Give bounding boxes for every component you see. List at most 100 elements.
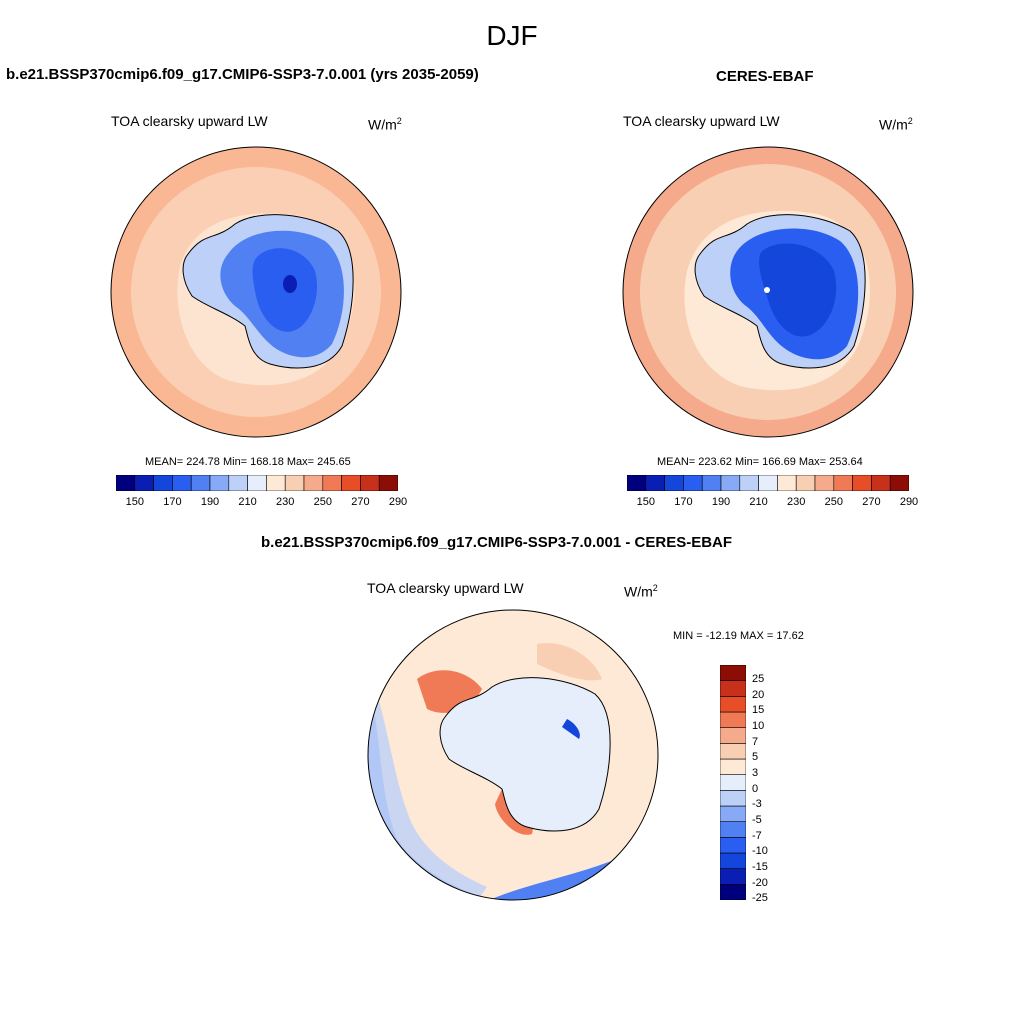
colorbar-tick-label: 230 [787, 496, 806, 508]
colorbar-swatch [852, 475, 872, 491]
colorbar-swatch [645, 475, 665, 491]
colorbar-tick-label: 0 [752, 782, 759, 795]
colorbar-swatch [303, 475, 324, 491]
colorbar-swatch [720, 680, 746, 697]
colorbar-tick-label: -7 [752, 829, 762, 842]
panel-2-colorbar-labels: 150 170 190 210 230 250 270 290 [627, 496, 919, 510]
panel-1-map-border [110, 146, 402, 438]
colorbar-swatch [720, 790, 746, 807]
colorbar-swatch [720, 758, 746, 775]
colorbar-swatch [172, 475, 192, 491]
colorbar-tick-label: -20 [752, 876, 768, 889]
colorbar-tick-label: 190 [711, 496, 731, 508]
colorbar-tick-label: 210 [749, 496, 768, 508]
panel-3-map-border [367, 609, 659, 901]
colorbar-swatch [153, 475, 173, 491]
panel-2-title: CERES-EBAF [716, 68, 814, 85]
panel-2-pole-gap [764, 287, 770, 293]
colorbar-tick-label: -5 [752, 814, 762, 826]
colorbar-tick-label: 15 [752, 704, 765, 717]
colorbar-tick-label: 20 [752, 688, 765, 701]
colorbar-swatch [758, 475, 778, 491]
colorbar-swatch [720, 852, 746, 869]
colorbar-tick-label: 25 [752, 673, 765, 685]
colorbar-swatch [360, 475, 380, 491]
panel-1-colorbar [116, 475, 398, 491]
colorbar-tick-label: 10 [752, 720, 765, 732]
colorbar-tick-label: 3 [752, 767, 759, 779]
colorbar-swatch [701, 475, 722, 491]
colorbar-tick-label: -10 [752, 845, 768, 858]
colorbar-swatch [720, 711, 746, 728]
panel-3-colorbar-labels: 25 20 15 10 7 5 3 0 -3 -5 -7 -10 -15 -20 -25 [752, 665, 792, 904]
colorbar-tick-label: 270 [862, 496, 881, 508]
colorbar-tick-label: 210 [238, 496, 257, 508]
colorbar-tick-label: 250 [824, 496, 843, 508]
colorbar-swatch [720, 475, 741, 491]
colorbar-swatch [341, 475, 361, 491]
panel-2-stats: MEAN= 223.62 Min= 166.69 Max= 253.64 [657, 456, 863, 468]
panel-1-plateau-min [283, 275, 297, 293]
colorbar-swatch [720, 727, 746, 744]
colorbar-swatch [284, 475, 305, 491]
colorbar-swatch [720, 868, 746, 885]
colorbar-tick-label: 190 [200, 496, 220, 508]
colorbar-tick-label: 170 [674, 496, 693, 508]
colorbar-swatch [247, 475, 267, 491]
colorbar-swatch [739, 475, 759, 491]
colorbar-tick-label: -3 [752, 798, 762, 811]
colorbar-swatch [190, 475, 211, 491]
colorbar-swatch [134, 475, 154, 491]
panel-3-positive-north [537, 643, 602, 681]
colorbar-tick-label: 290 [388, 496, 408, 508]
colorbar-swatch [720, 743, 746, 760]
colorbar-tick-label: 150 [125, 496, 144, 508]
figure-title: DJF [486, 20, 538, 51]
panel-1-map [110, 146, 402, 438]
colorbar-swatch [814, 475, 835, 491]
panel-3-variable: TOA clearsky upward LW [367, 580, 524, 596]
colorbar-tick-label: 230 [276, 496, 295, 508]
colorbar-tick-label: 290 [899, 496, 919, 508]
panel-3-units: W/m2 [624, 583, 658, 600]
panel-3-map [367, 609, 659, 901]
panel-1-title: b.e21.BSSP370cmip6.f09_g17.CMIP6-SSP3-7.… [6, 66, 479, 83]
colorbar-swatch [664, 475, 684, 491]
panel-1-colorbar-labels: 150 170 190 210 230 250 270 290 [116, 496, 408, 510]
panel-1-variable: TOA clearsky upward LW [111, 113, 268, 129]
colorbar-tick-label: 5 [752, 751, 759, 764]
colorbar-swatch [795, 475, 816, 491]
colorbar-swatch [889, 475, 909, 491]
panel-3-colorbar [720, 665, 746, 900]
panel-3-title: b.e21.BSSP370cmip6.f09_g17.CMIP6-SSP3-7.… [261, 534, 733, 551]
panel-3-negative-east-antarctica [562, 719, 580, 739]
colorbar-tick-label: -15 [752, 861, 768, 873]
colorbar-tick-label: 270 [351, 496, 370, 508]
colorbar-swatch [833, 475, 853, 491]
colorbar-swatch [777, 475, 797, 491]
colorbar-swatch [378, 475, 398, 491]
colorbar-swatch [720, 884, 746, 900]
panel-1-stats: MEAN= 224.78 Min= 168.18 Max= 245.65 [145, 456, 351, 468]
colorbar-tick-label: 7 [752, 735, 759, 748]
colorbar-swatch [720, 696, 746, 713]
colorbar-swatch [720, 837, 746, 854]
colorbar-swatch [266, 475, 286, 491]
colorbar-tick-label: -25 [752, 892, 768, 905]
colorbar-swatch [322, 475, 342, 491]
colorbar-swatch [627, 475, 647, 491]
panel-2-plateau-cold [759, 243, 837, 337]
colorbar-tick-label: 170 [163, 496, 182, 508]
colorbar-swatch [720, 774, 746, 791]
colorbar-swatch [228, 475, 248, 491]
colorbar-swatch [683, 475, 703, 491]
colorbar-swatch [720, 805, 746, 822]
panel-2-map-border [622, 146, 914, 438]
panel-3-stats: MIN = -12.19 MAX = 17.62 [673, 630, 804, 642]
colorbar-tick-label: 150 [636, 496, 655, 508]
panel-1-units: W/m2 [368, 116, 402, 133]
panel-2-colorbar [627, 475, 909, 491]
colorbar-swatch [720, 821, 746, 838]
panel-2-units: W/m2 [879, 116, 913, 133]
panel-2-variable: TOA clearsky upward LW [623, 113, 780, 129]
